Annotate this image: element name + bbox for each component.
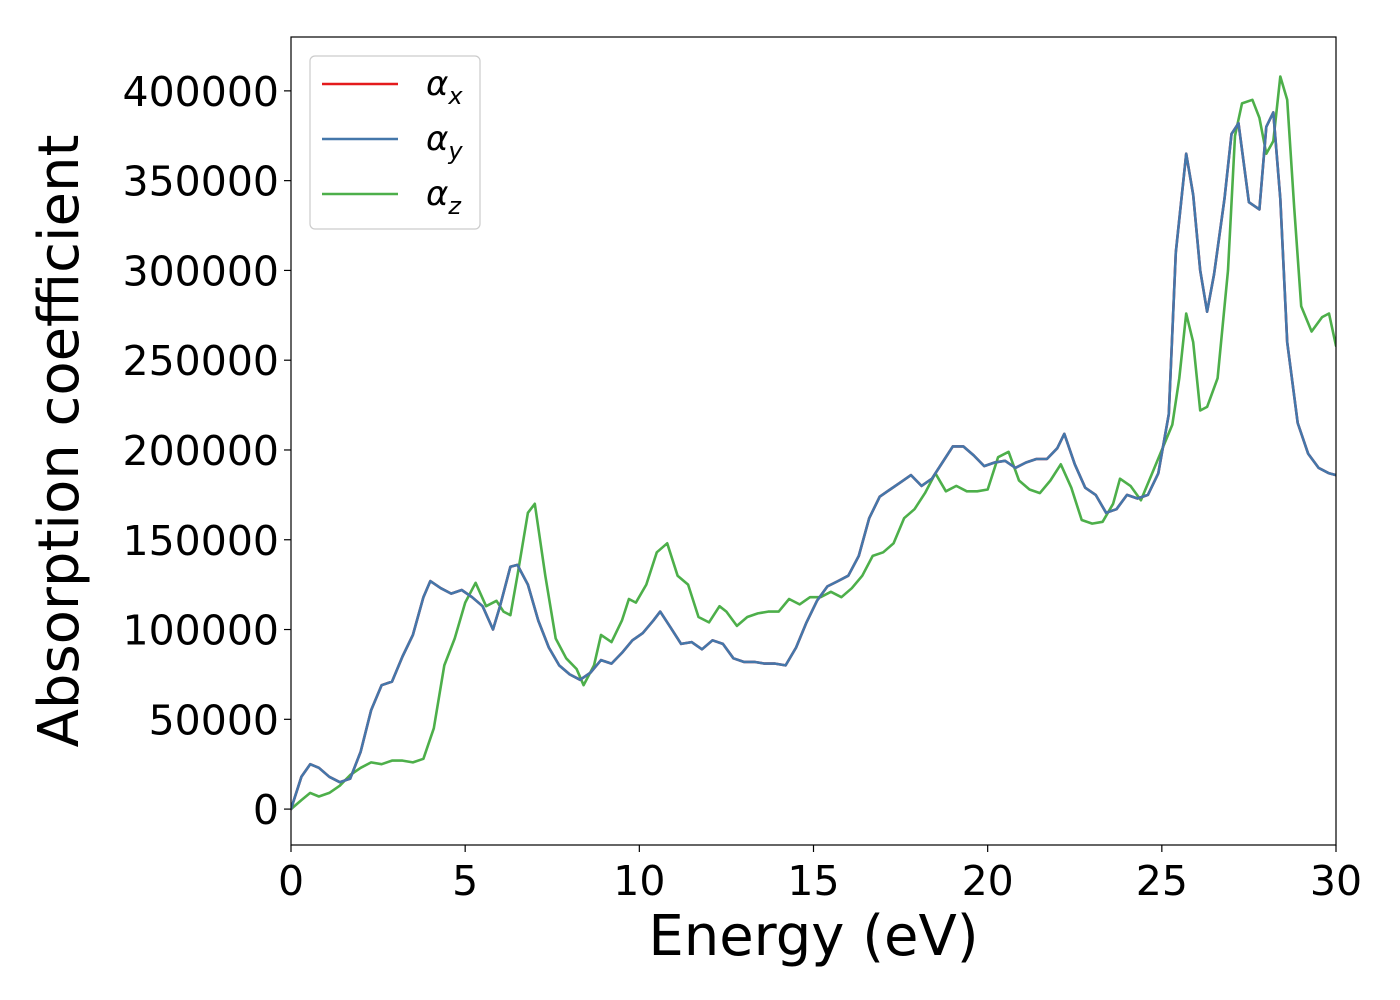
legend-label-y: αy — [426, 119, 463, 165]
legend-symbol: α — [426, 119, 448, 159]
y-axis-ticks: 0 50000 100000 150000 200000 250000 300000 3500… — [122, 68, 291, 834]
x-tick-label: 10 — [613, 857, 665, 905]
x-axis-title: Energy (eV) — [648, 904, 978, 969]
y-tick-label: 400000 — [122, 68, 279, 116]
y-tick-label: 200000 — [122, 427, 279, 475]
legend-label-z: αz — [426, 174, 462, 220]
legend-subscript: x — [447, 82, 463, 110]
legend-subscript: z — [447, 192, 462, 220]
x-axis-ticks: 0 5 10 15 20 25 30 — [278, 845, 1362, 905]
y-tick-label: 350000 — [122, 158, 279, 206]
legend-label-x: αx — [426, 64, 463, 110]
series-line-z — [291, 75, 1336, 811]
y-tick-label: 150000 — [122, 517, 279, 565]
legend-box — [309, 55, 481, 230]
y-tick-label: 50000 — [149, 696, 279, 744]
legend-subscript: y — [447, 137, 463, 165]
y-axis-title: Absorption coefficient — [27, 135, 92, 748]
legend-symbol: α — [426, 174, 448, 214]
y-tick-label: 100000 — [122, 607, 279, 655]
y-tick-label: 250000 — [122, 337, 279, 385]
series-layer — [291, 75, 1336, 811]
y-tick-label: 0 — [253, 786, 279, 834]
x-tick-label: 20 — [962, 857, 1014, 905]
y-tick-label: 300000 — [122, 247, 279, 295]
x-tick-label: 25 — [1136, 857, 1188, 905]
x-tick-label: 5 — [452, 857, 478, 905]
x-tick-label: 30 — [1310, 857, 1362, 905]
x-tick-label: 15 — [787, 857, 839, 905]
series-line-y — [291, 111, 1336, 811]
x-tick-label: 0 — [278, 857, 304, 905]
legend-symbol: α — [426, 64, 448, 104]
